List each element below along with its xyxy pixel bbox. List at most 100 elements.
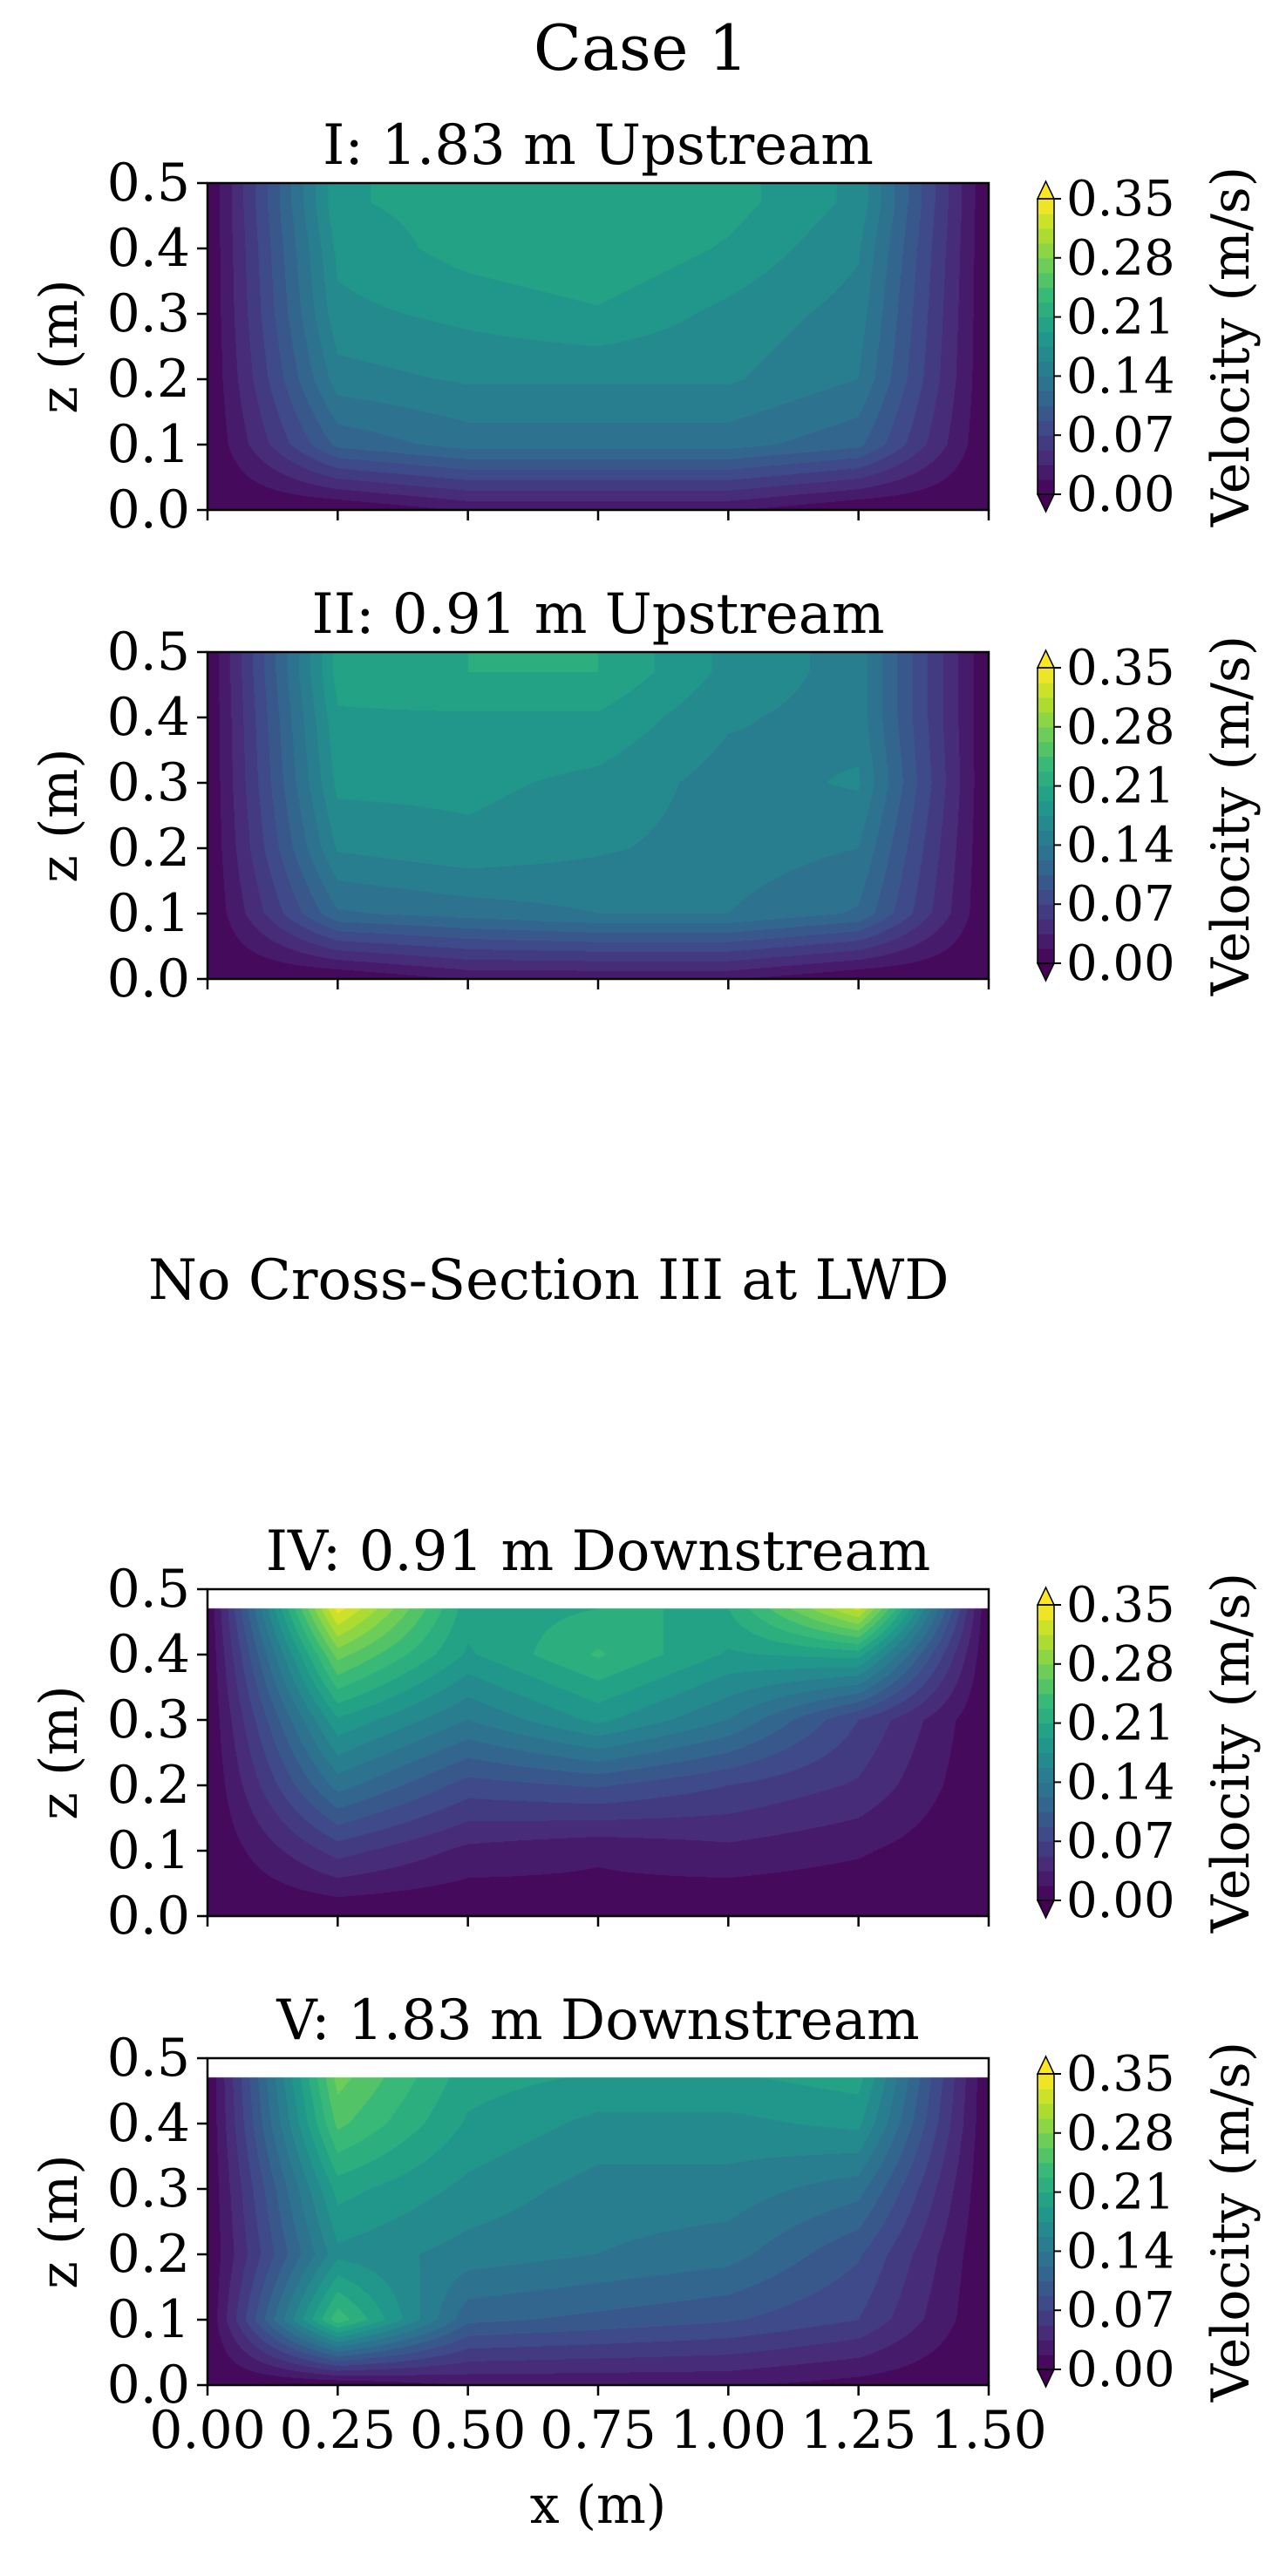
colorbar-band [1038,391,1054,406]
colorbar-band [1038,2117,1054,2134]
y-tick-label: 0.2 [107,818,190,879]
colorbar-band [1038,1841,1054,1857]
x-axis-label: x (m) [530,2475,667,2536]
colorbar-tick-label: 0.14 [1066,817,1175,873]
y-tick-label: 0.3 [107,283,190,344]
colorbar-band [1038,1856,1054,1872]
colorbar-tick-label: 0.21 [1066,2165,1175,2221]
colorbar: 0.000.070.140.210.280.35 Velocity (m/s) [1036,636,1262,996]
colorbar-band [1038,213,1054,229]
y-tick-label: 0.1 [107,2289,190,2350]
colorbar-band [1038,2221,1054,2238]
colorbar-band [1038,2162,1054,2178]
colorbar-band [1038,1886,1054,1901]
colorbar-band [1038,1826,1054,1842]
panel-4: V: 1.83 m Downstream 0.00.10.20.30.40.5 0.… [29,1988,1262,2536]
colorbar-tick-label: 0.28 [1066,699,1175,756]
colorbar-tick-label: 0.07 [1066,1813,1175,1870]
colorbar-band [1038,874,1054,890]
colorbar-extend-max [1036,1586,1056,1606]
y-tick-label: 0.4 [107,687,190,748]
colorbar-band [1038,889,1054,905]
colorbar-band [1038,2266,1054,2281]
colorbar-label: Velocity (m/s) [1201,636,1262,996]
colorbar-band [1038,904,1054,920]
x-tick-label: 0.25 [280,2400,397,2461]
colorbar-tick-label: 0.14 [1066,2223,1175,2280]
x-tick-label: 1.25 [800,2400,917,2461]
colorbar-band [1038,420,1054,436]
y-tick-label: 0.4 [107,218,190,279]
y-axis-label: z (m) [29,279,90,413]
y-tick-label: 0.5 [107,622,190,683]
colorbar-band [1038,2251,1054,2267]
colorbar-band [1038,2325,1054,2341]
colorbar-band [1038,2310,1054,2326]
y-tick-label: 0.1 [107,414,190,475]
colorbar-tick-label: 0.35 [1066,1577,1175,1634]
colorbar-tick-label: 0.28 [1066,230,1175,287]
panel-3: IV: 0.91 m Downstream 0.00.10.20.30.40.5 z… [29,1519,1262,1947]
colorbar-band [1038,479,1054,495]
panel-title: I: 1.83 m Upstream [323,113,874,178]
y-tick-label: 0.2 [107,1755,190,1816]
colorbar-band [1038,1767,1054,1783]
y-tick-label: 0.2 [107,2224,190,2285]
y-tick-label: 0.1 [107,883,190,944]
colorbar-tick-label: 0.35 [1066,640,1175,697]
colorbar-band [1038,785,1054,802]
x-tick-label: 0.50 [410,2400,527,2461]
colorbar-band [1038,2103,1054,2119]
colorbar-extend-min [1036,1900,1056,1920]
colorbar-tick-label: 0.07 [1066,407,1175,464]
colorbar-extend-max [1036,649,1056,669]
colorbar-tick-label: 0.28 [1066,2105,1175,2162]
velocity-contour-field [208,1589,989,1916]
colorbar-band [1038,346,1054,363]
colorbar-band [1038,860,1054,875]
figure-title: Case 1 [534,11,748,85]
panel-2: II: 0.91 m Upstream 0.00.10.20.30.40.5 z (… [29,582,1262,1009]
colorbar-band [1038,771,1054,787]
missing-section-note: No Cross-Section III at LWD [148,1248,949,1313]
colorbar-band [1038,465,1054,480]
colorbar-band [1038,2295,1054,2311]
colorbar-band [1038,1634,1054,1650]
y-axis-label: z (m) [29,748,90,882]
colorbar-band [1038,1663,1054,1680]
colorbar-band [1038,948,1054,964]
colorbar-band [1038,2192,1054,2208]
colorbar-band [1038,726,1054,743]
colorbar-band [1038,1871,1054,1886]
colorbar-extend-max [1036,2055,1056,2075]
y-tick-label: 0.0 [107,479,190,540]
colorbar-tick-label: 0.00 [1066,1873,1175,1929]
colorbar-label: Velocity (m/s) [1201,2042,1262,2403]
colorbar-band [1038,405,1054,421]
colorbar-frame [1037,2073,1055,2370]
y-tick-label: 0.1 [107,1820,190,1881]
colorbar-band [1038,800,1054,817]
colorbar-tick-label: 0.21 [1066,289,1175,346]
colorbar-extend-min [1036,2369,1056,2389]
colorbar-band [1038,199,1054,214]
colorbar-band [1038,711,1054,728]
colorbar-band [1038,2340,1054,2355]
colorbar-band [1038,2177,1054,2193]
y-axis-label: z (m) [29,1685,90,1819]
colorbar-tick-label: 0.21 [1066,1696,1175,1752]
colorbar-tick-label: 0.21 [1066,758,1175,815]
colorbar-band [1038,228,1054,244]
x-tick-label: 1.50 [930,2400,1047,2461]
colorbar-band [1038,668,1054,683]
y-tick-label: 0.5 [107,1559,190,1620]
colorbar-tick-label: 0.35 [1066,2046,1175,2103]
colorbar-label: Velocity (m/s) [1201,1573,1262,1934]
colorbar-band [1038,1605,1054,1621]
colorbar-band [1038,331,1054,348]
y-tick-label: 0.0 [107,948,190,1009]
colorbar-label: Velocity (m/s) [1201,167,1262,527]
colorbar-band [1038,756,1054,772]
